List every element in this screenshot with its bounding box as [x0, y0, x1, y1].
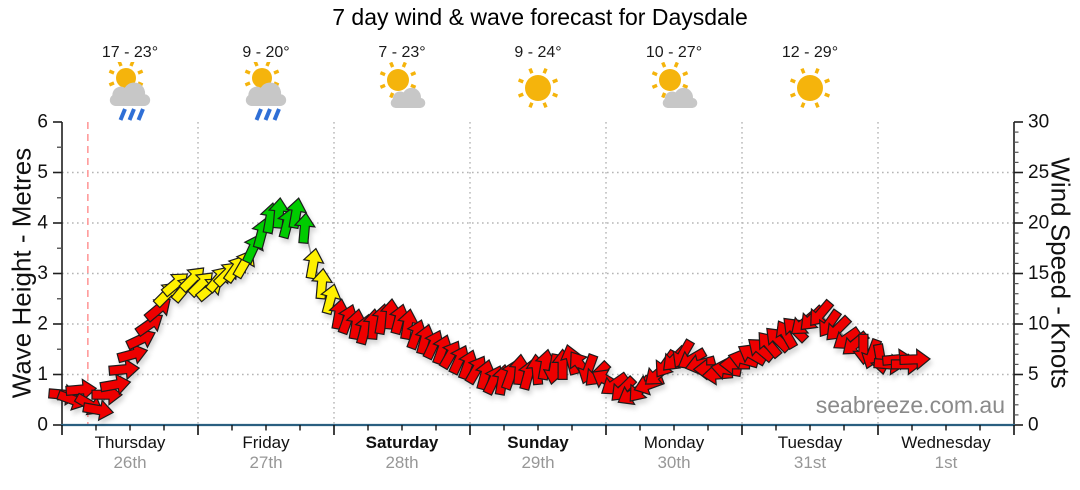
date-label: 26th — [113, 453, 147, 472]
day-label: Friday — [242, 433, 290, 452]
sun-icon — [789, 67, 831, 109]
day-label: Tuesday — [777, 433, 843, 452]
sun-icon — [108, 60, 144, 96]
wave-axis-tick-label: 6 — [37, 112, 48, 133]
wind-arrow — [293, 212, 316, 244]
day-label: Monday — [643, 433, 705, 452]
wind-axis-tick-label: 5 — [1028, 364, 1039, 385]
wave-axis-tick-label: 4 — [37, 213, 48, 234]
wave-axis-tick-label: 5 — [37, 162, 48, 183]
wind-arrow — [65, 378, 98, 401]
date-label: 28th — [385, 453, 419, 472]
temp-range: 7 - 23° — [378, 44, 426, 61]
wind-arrow — [810, 298, 835, 327]
weather-icon-sun-cloud — [374, 61, 430, 122]
wind-axis-tick-label: 25 — [1028, 162, 1049, 183]
weather-icon-sun-cloud-rain — [238, 60, 294, 122]
date-label: 30th — [657, 453, 691, 472]
weather-icon-sun — [782, 62, 838, 122]
wind-axis-tick-label: 20 — [1028, 213, 1049, 234]
wind-arrows — [48, 196, 931, 422]
sun-icon — [517, 67, 559, 109]
weather-icon-sun — [510, 62, 566, 122]
date-label: 31st — [793, 453, 827, 472]
wind-axis-tick-label: 15 — [1028, 263, 1049, 284]
watermark: seabreeze.com.au — [815, 392, 1005, 418]
wave-axis-tick-label: 1 — [37, 364, 48, 385]
wind-arrow — [310, 267, 334, 300]
cloud-icon — [390, 87, 426, 108]
rain-icon — [254, 108, 281, 121]
wave-axis-tick-label: 0 — [37, 415, 48, 436]
wind-axis-tick-label: 0 — [1028, 415, 1039, 436]
wind-arrow — [108, 358, 141, 381]
axes: 0 1 2 3 4 5 6 0 5 10 15 20 25 30 — [37, 112, 1049, 436]
day-label: Sunday — [507, 433, 569, 452]
chart-title: 7 day wind & wave forecast for Daysdale — [332, 4, 748, 30]
wind-arrow — [320, 283, 342, 316]
cloud-icon — [245, 82, 287, 106]
temp-range: 9 - 20° — [242, 44, 290, 61]
wind-arrow — [99, 373, 132, 396]
weather-icon-sun-cloud — [646, 61, 702, 122]
wind-axis-tick-label: 30 — [1028, 112, 1049, 133]
weather-icon-sun-cloud-rain — [102, 60, 158, 122]
date-label: 29th — [521, 453, 555, 472]
temp-range: 9 - 24° — [514, 44, 562, 61]
date-label: 1st — [934, 453, 958, 472]
date-label: 27th — [249, 453, 283, 472]
temp-range: 12 - 29° — [781, 44, 839, 61]
temp-range: 10 - 27° — [645, 44, 703, 61]
temp-range: 17 - 23° — [101, 44, 159, 61]
day-label: Saturday — [365, 433, 439, 452]
wave-axis-tick-label: 3 — [37, 263, 48, 284]
wave-axis-tick-label: 2 — [37, 314, 48, 335]
wind-arrow — [899, 348, 931, 371]
day-label: Wednesday — [901, 433, 991, 452]
wind-arrow — [82, 399, 115, 422]
rain-icon — [118, 108, 145, 121]
day-label: Thursday — [94, 433, 166, 452]
wind-arrow — [116, 343, 149, 365]
wind-axis-tick-label: 10 — [1028, 314, 1049, 335]
cloud-icon — [662, 87, 698, 108]
cloud-icon — [109, 82, 151, 106]
